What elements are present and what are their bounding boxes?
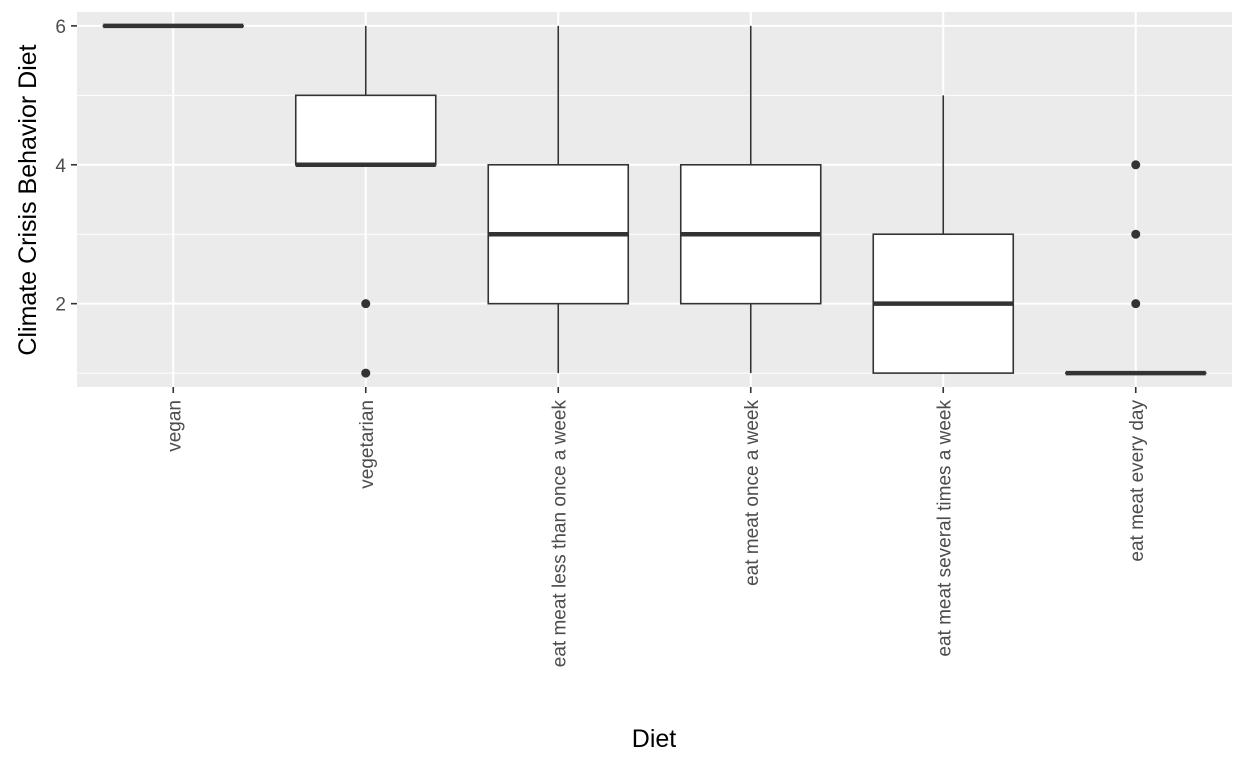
outlier-point bbox=[361, 368, 371, 378]
x-tick-label: eat meat less than once a week bbox=[549, 400, 570, 668]
x-axis: vegan vegetarian eat meat less than once a… bbox=[164, 387, 1148, 667]
y-tick-label: 2 bbox=[55, 295, 66, 316]
y-axis-title: Climate Crisis Behavior Diet bbox=[14, 44, 42, 355]
outlier-point bbox=[1131, 299, 1141, 309]
outlier-point bbox=[1131, 229, 1141, 239]
x-tick-label: vegan bbox=[164, 400, 185, 452]
box-6 bbox=[1064, 160, 1207, 376]
grid-lines bbox=[77, 12, 1232, 387]
outlier-point bbox=[1131, 160, 1141, 170]
box-3 bbox=[487, 25, 630, 374]
box-series bbox=[102, 23, 1207, 378]
y-tick-label: 6 bbox=[55, 17, 66, 38]
box-2 bbox=[294, 25, 437, 378]
plot-panel bbox=[77, 12, 1232, 387]
box-4 bbox=[679, 25, 822, 374]
box-iqr bbox=[294, 94, 437, 166]
x-tick-label: vegetarian bbox=[357, 400, 378, 489]
x-tick-label: eat meat several times a week bbox=[934, 400, 955, 657]
x-tick-label: eat meat once a week bbox=[742, 400, 763, 586]
y-tick-label: 4 bbox=[55, 156, 66, 177]
x-tick-label: eat meat every day bbox=[1127, 400, 1148, 562]
outlier-point bbox=[361, 299, 371, 309]
x-axis-title: Diet bbox=[632, 725, 677, 753]
box-5 bbox=[872, 95, 1015, 374]
y-axis: 2 4 6 bbox=[55, 17, 77, 316]
